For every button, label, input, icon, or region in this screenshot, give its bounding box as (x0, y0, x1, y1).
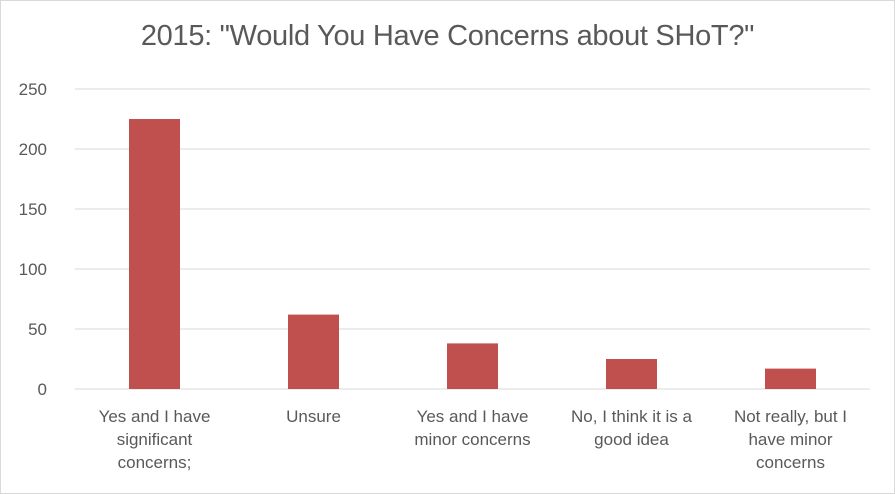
bars (129, 119, 816, 389)
y-tick-label: 100 (19, 260, 47, 279)
gridlines (75, 88, 870, 390)
x-category-label: Unsure (286, 407, 341, 426)
y-tick-label: 250 (19, 80, 47, 99)
x-category-label: Yes and I have significant concerns; (99, 407, 211, 472)
y-tick-label: 200 (19, 140, 47, 159)
bar-4 (765, 368, 816, 389)
y-tick-label: 0 (38, 380, 47, 399)
x-category-label: No, I think it is a good idea (571, 407, 692, 449)
bar-3 (606, 359, 657, 389)
bar-1 (288, 314, 339, 389)
bar-0 (129, 119, 180, 389)
y-tick-label: 50 (28, 320, 47, 339)
y-tick-label: 150 (19, 200, 47, 219)
bar-2 (447, 343, 498, 389)
x-axis-category-labels: Yes and I have significant concerns; Unsure… (99, 407, 847, 472)
y-axis-tick-labels: 0 50 100 150 200 250 (19, 80, 47, 399)
x-category-label: Yes and I have minor concerns (414, 407, 530, 449)
chart-title: 2015: "Would You Have Concerns about SHo… (140, 20, 755, 52)
